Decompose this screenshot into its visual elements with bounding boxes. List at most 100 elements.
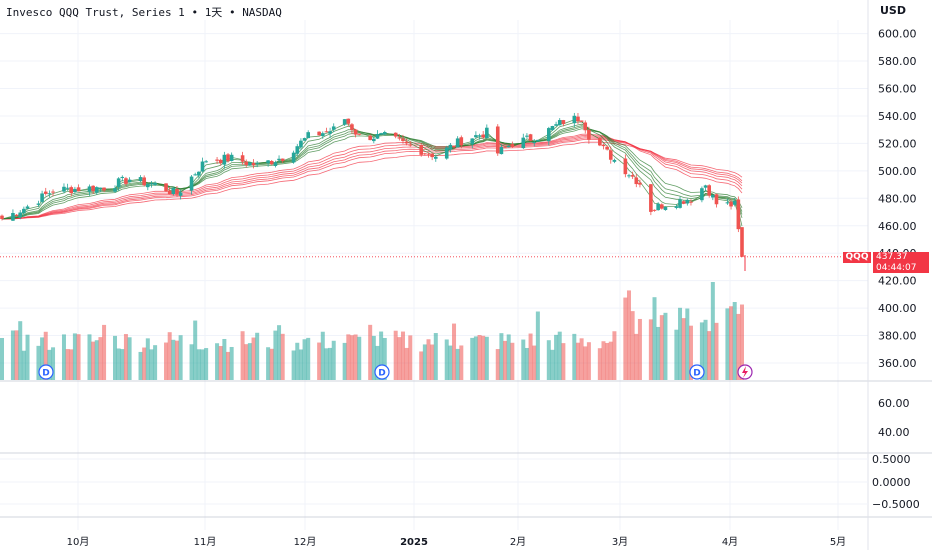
candle-body bbox=[652, 209, 657, 211]
volume-bar bbox=[452, 323, 457, 380]
volume-bar bbox=[473, 336, 478, 380]
interval-label[interactable]: 1天 bbox=[204, 6, 223, 19]
symbol-title: Invesco QQQ Trust, Series 1 bbox=[6, 6, 185, 19]
volume-bar bbox=[98, 337, 103, 380]
volume-bar bbox=[470, 337, 475, 380]
candle-body bbox=[266, 160, 270, 164]
dividend-marker[interactable]: D bbox=[374, 364, 390, 380]
candle-body bbox=[372, 138, 376, 142]
candle-body bbox=[116, 178, 121, 188]
dividend-marker[interactable]: D bbox=[689, 364, 705, 380]
ema-fast-line bbox=[1, 119, 743, 237]
candle-body bbox=[627, 175, 631, 177]
x-tick-label: 11月 bbox=[194, 536, 217, 548]
lightning-icon[interactable] bbox=[737, 364, 753, 380]
y-tick-label: 400.00 bbox=[878, 302, 917, 315]
volume-bar bbox=[244, 344, 249, 380]
candle-body bbox=[630, 175, 635, 177]
ema-fast-line bbox=[1, 128, 743, 220]
volume-bar bbox=[379, 331, 384, 380]
currency-label[interactable]: USD bbox=[880, 4, 906, 17]
candle-body bbox=[215, 159, 219, 161]
volume-bar bbox=[554, 334, 559, 380]
candle-body bbox=[459, 137, 464, 146]
candle-body bbox=[295, 146, 300, 154]
candle-body bbox=[703, 185, 708, 188]
candle-body bbox=[419, 145, 424, 155]
volume-bar bbox=[251, 337, 256, 380]
candle-body bbox=[495, 126, 500, 154]
candle-body bbox=[197, 171, 201, 176]
volume-bar bbox=[76, 334, 81, 380]
volume-bar bbox=[127, 337, 132, 380]
candle-body bbox=[146, 183, 150, 188]
dividend-label: D bbox=[693, 369, 700, 379]
x-tick-label: 10月 bbox=[67, 536, 90, 548]
volume-bar bbox=[382, 337, 387, 380]
dividend-marker[interactable]: D bbox=[38, 364, 54, 380]
volume-bar bbox=[43, 331, 48, 380]
symbol-header[interactable]: Invesco QQQ Trust, Series 1 • 1天 • NASDA… bbox=[6, 4, 282, 20]
volume-bar bbox=[626, 290, 631, 380]
volume-bar bbox=[740, 304, 744, 380]
volume-bar bbox=[368, 324, 373, 380]
volume-bar bbox=[575, 342, 580, 380]
volume-bar bbox=[47, 349, 52, 380]
candle-body bbox=[663, 207, 668, 211]
candle-body bbox=[306, 132, 311, 139]
candle-body bbox=[273, 162, 278, 167]
candle-body bbox=[561, 120, 566, 125]
y-tick-label: 580.00 bbox=[878, 55, 917, 68]
candle-body bbox=[51, 191, 55, 193]
candle-body bbox=[291, 152, 296, 163]
volume-bar bbox=[400, 331, 405, 380]
candle-body bbox=[426, 153, 431, 155]
volume-bar bbox=[10, 330, 15, 380]
x-tick-label: 5月 bbox=[830, 536, 846, 548]
volume-bar bbox=[240, 331, 245, 380]
volume-bar bbox=[448, 345, 453, 380]
candle-body bbox=[732, 201, 737, 205]
candle-body bbox=[729, 201, 733, 207]
candle-body bbox=[638, 182, 642, 185]
candle-body bbox=[302, 138, 307, 141]
candle-body bbox=[127, 179, 132, 183]
candle-body bbox=[62, 186, 66, 192]
candle-body bbox=[40, 193, 44, 202]
volume-bar bbox=[331, 340, 336, 380]
candle-body bbox=[525, 135, 529, 137]
last-price-tag: QQQ 437.37 04:44:07 bbox=[843, 252, 929, 273]
volume-bar bbox=[499, 333, 504, 380]
candle-body bbox=[736, 199, 741, 230]
candle-body bbox=[153, 182, 157, 185]
volume-bar bbox=[255, 332, 260, 380]
candle-body bbox=[433, 156, 438, 159]
candle-body bbox=[608, 150, 613, 160]
volume-bar bbox=[21, 350, 26, 380]
volume-bar bbox=[18, 321, 23, 380]
candle-body bbox=[204, 161, 208, 163]
y-tick-label: 420.00 bbox=[878, 275, 917, 288]
volume-bar bbox=[229, 346, 234, 380]
volume-bar bbox=[459, 345, 464, 380]
candle-body bbox=[331, 126, 336, 130]
volume-bar bbox=[678, 307, 683, 380]
x-tick-label: 4月 bbox=[722, 536, 738, 548]
volume-bar bbox=[320, 331, 325, 380]
candle-body bbox=[317, 131, 321, 136]
candle-body bbox=[113, 188, 117, 192]
volume-bar bbox=[204, 348, 209, 380]
x-tick-label: 3月 bbox=[612, 536, 628, 548]
candle-body bbox=[455, 138, 460, 148]
volume-bar bbox=[426, 339, 431, 380]
volume-bar bbox=[189, 344, 194, 380]
candle-body bbox=[601, 144, 606, 147]
candle-body bbox=[124, 178, 128, 184]
volume-bar bbox=[495, 349, 500, 380]
volume-bar bbox=[298, 349, 303, 380]
candle-body bbox=[25, 206, 30, 209]
candle-body bbox=[506, 146, 511, 148]
candle-body bbox=[346, 118, 351, 124]
candle-body bbox=[353, 129, 358, 135]
